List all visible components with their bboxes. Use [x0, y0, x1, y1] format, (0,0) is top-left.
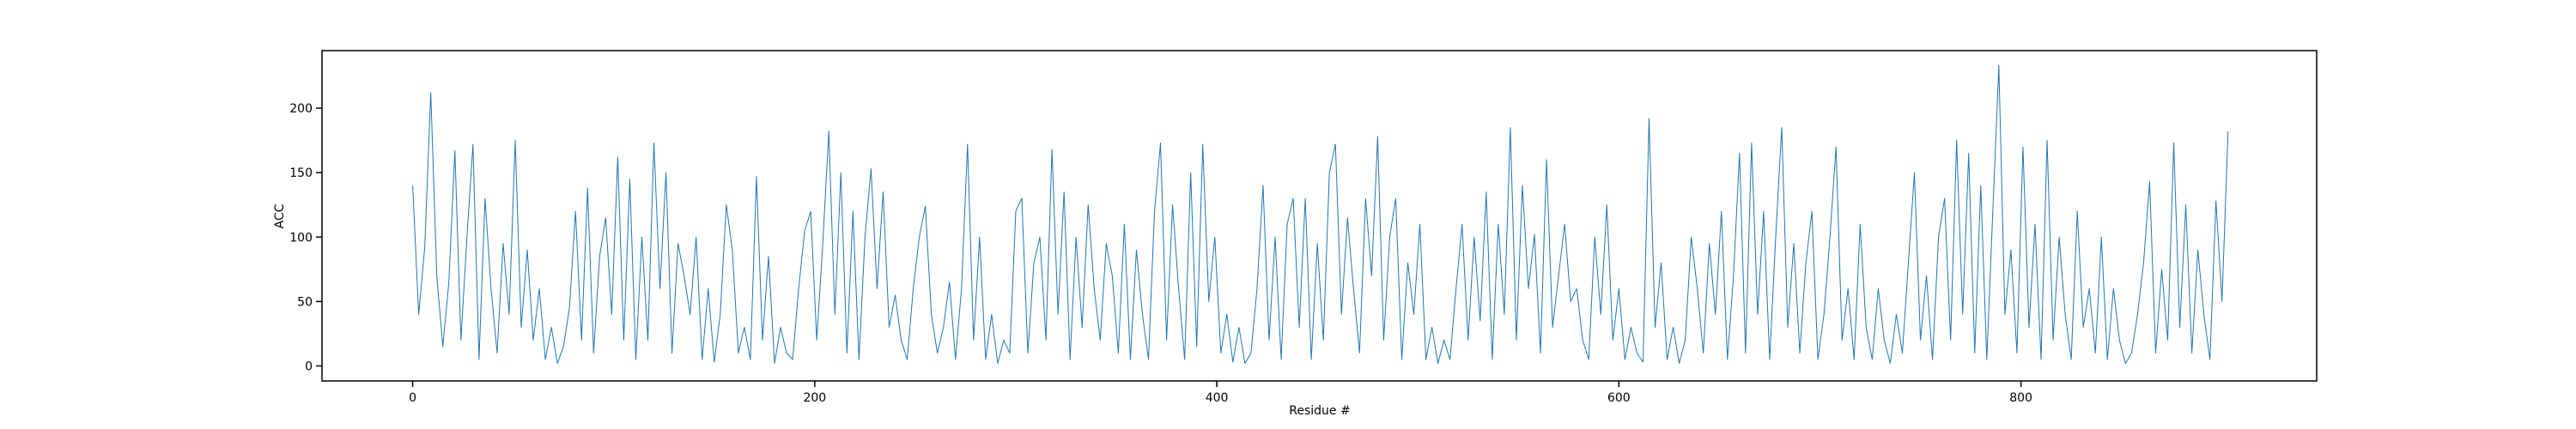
x-axis-label: Residue #: [1289, 404, 1350, 418]
x-tick-label: 0: [409, 391, 416, 405]
y-tick-label: 200: [289, 102, 313, 116]
y-tick-label: 0: [305, 360, 313, 374]
y-tick-label: 100: [289, 231, 313, 245]
y-tick-label: 50: [297, 295, 313, 309]
y-axis-label: ACC: [273, 203, 287, 228]
data-line: [412, 65, 2229, 364]
plot-frame: [321, 50, 2318, 382]
x-tick-label: 600: [1607, 391, 1631, 405]
y-tick-label: 150: [289, 166, 313, 180]
x-tick-label: 200: [803, 391, 826, 405]
x-tick-label: 800: [2009, 391, 2032, 405]
x-tick-label: 400: [1206, 391, 1229, 405]
